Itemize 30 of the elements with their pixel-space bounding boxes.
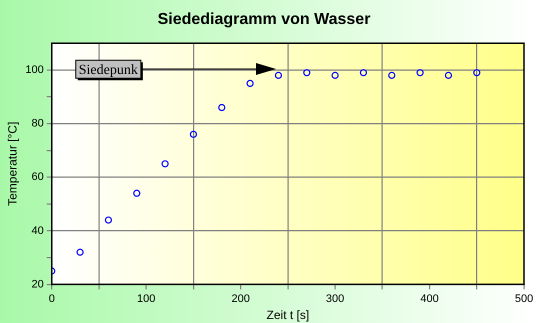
point (388, 72, 396, 79)
point (161, 160, 169, 168)
point (332, 72, 339, 79)
point (444, 72, 452, 79)
y-tick-label: 100 (25, 64, 44, 76)
point (303, 69, 310, 76)
y-tick-label: 20 (32, 278, 44, 290)
x-tick-label: 400 (420, 293, 439, 306)
x-tick-label: 500 (514, 293, 534, 306)
point (416, 69, 424, 76)
point (190, 130, 198, 138)
y-tick-label: 60 (32, 171, 44, 184)
y-axis-title: Temperatur [°C] (6, 122, 20, 206)
x-tick-label: 200 (231, 293, 250, 306)
annotation: Siedepunk (78, 62, 138, 78)
point (274, 72, 282, 79)
x-tick-label: 0 (48, 293, 55, 306)
x-tick-label: 300 (326, 293, 344, 306)
y-tick-label: 80 (32, 118, 44, 130)
point (133, 190, 140, 197)
point (473, 69, 480, 76)
point (218, 104, 226, 112)
point (246, 80, 254, 87)
point (360, 69, 368, 76)
y-tick-label: 40 (32, 224, 44, 237)
chart-title: Siedediagramm von Wasser (158, 11, 370, 28)
x-tick-label: 100 (137, 293, 156, 306)
point (76, 248, 84, 256)
x-axis-title: Zeit t [s] (266, 308, 310, 322)
point (104, 216, 112, 224)
